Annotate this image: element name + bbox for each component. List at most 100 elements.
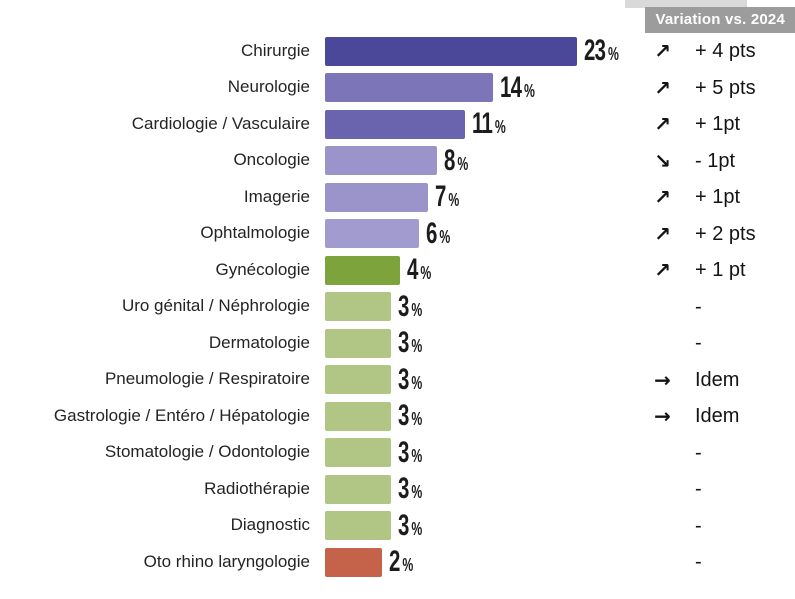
category-bar (325, 438, 391, 468)
category-label: Pneumologie / Respiratoire (104, 369, 310, 389)
category-bar (325, 511, 391, 541)
category-bar (325, 328, 391, 358)
chart-rows: Chirurgie 23% ↗ + 4 pts Neurologie 14% ↗ + 5 pt… (0, 33, 795, 581)
value-label: 3% (398, 362, 423, 396)
percent-sign: % (524, 80, 535, 101)
variation-text: - (695, 551, 702, 574)
percent-sign: % (608, 44, 619, 65)
variation-text: Idem (695, 368, 740, 391)
trend-flat-arrow-icon: → (654, 404, 671, 429)
bar-zone: 6% (310, 216, 640, 250)
chart-row: Gynécologie 4% ↗ + 1 pt (0, 252, 795, 289)
value-label: 7% (435, 182, 459, 212)
bar-zone: 3% (310, 508, 640, 542)
variation-text: - (695, 514, 702, 537)
chart-row: Oncologie 8% ↘ - 1pt (0, 143, 795, 180)
bar-zone: 7% (310, 182, 640, 212)
trend-up-arrow-icon: ↗ (654, 75, 671, 100)
value-number: 3 (398, 362, 409, 396)
bar-zone: 3% (310, 401, 640, 431)
bar-zone: 2% (310, 545, 640, 579)
variation-legend-badge: Variation vs. 2024 (645, 7, 795, 33)
bar-zone: 4% (310, 255, 640, 285)
value-number: 2 (389, 545, 400, 579)
chart-row: Uro génital / Néphrologie 3% - (0, 289, 795, 326)
category-bar (325, 146, 437, 176)
value-label: 6% (426, 216, 451, 250)
percent-sign: % (411, 445, 423, 466)
value-label: 8% (444, 143, 468, 177)
bar-zone: 23% (310, 36, 640, 66)
category-label: Diagnostic (230, 515, 310, 535)
category-label: Oncologie (233, 150, 310, 170)
bar-zone: 3% (310, 362, 640, 396)
variation-text: - (695, 332, 702, 355)
category-bar (325, 365, 391, 395)
bar-zone: 3% (310, 435, 640, 469)
chart-row: Stomatologie / Odontologie 3% - (0, 435, 795, 472)
chart-row: Gastrologie / Entéro / Hépatologie 3% → Ide… (0, 398, 795, 435)
category-label: Imagerie (243, 186, 310, 206)
chart-row: Diagnostic 3% - (0, 508, 795, 545)
variation-text: + 2 pts (695, 222, 756, 245)
value-label: 3% (398, 508, 422, 542)
cropped-top-strip (625, 0, 747, 8)
bar-zone: 14% (310, 70, 640, 104)
category-bar (325, 109, 465, 139)
category-label: Chirurgie (241, 40, 310, 60)
value-number: 3 (398, 326, 409, 360)
bar-zone: 8% (310, 143, 640, 177)
percent-sign: % (411, 372, 423, 393)
variation-text: + 1 pt (695, 259, 746, 282)
trend-flat-arrow-icon: → (654, 367, 671, 392)
percent-sign: % (411, 482, 423, 503)
chart-row: Pneumologie / Respiratoire 3% → Idem (0, 362, 795, 399)
value-number: 14 (500, 70, 522, 104)
trend-up-arrow-icon: ↗ (654, 221, 671, 246)
percent-sign: % (494, 117, 506, 138)
value-number: 11 (472, 107, 493, 141)
category-bar (325, 219, 419, 249)
category-label: Uro génital / Néphrologie (121, 296, 310, 316)
bar-zone: 3% (310, 474, 640, 504)
chart-row: Neurologie 14% ↗ + 5 pts (0, 70, 795, 107)
bar-zone: 3% (310, 326, 640, 360)
value-number: 3 (398, 472, 409, 506)
value-number: 6 (426, 216, 437, 250)
category-label: Neurologie (227, 77, 310, 97)
value-number: 4 (407, 253, 418, 287)
percent-sign: % (411, 409, 423, 430)
chart-row: Radiothérapie 3% - (0, 471, 795, 508)
value-label: 4% (407, 255, 431, 285)
bar-zone: 3% (310, 289, 640, 323)
value-number: 3 (398, 508, 409, 542)
percent-sign: % (411, 299, 423, 320)
percent-sign: % (439, 226, 451, 247)
value-label: 3% (398, 401, 422, 431)
variation-text: Idem (695, 405, 740, 428)
value-label: 11% (472, 109, 506, 139)
chart-row: Oto rhino laryngologie 2% - (0, 544, 795, 581)
percent-sign: % (411, 336, 423, 357)
percent-sign: % (420, 263, 432, 284)
category-bar (325, 36, 577, 66)
category-label: Gynécologie (215, 259, 310, 279)
category-label: Stomatologie / Odontologie (104, 442, 310, 462)
category-label: Cardiologie / Vasculaire (131, 113, 310, 133)
value-number: 8 (444, 143, 455, 177)
value-number: 3 (398, 289, 409, 323)
category-label: Ophtalmologie (200, 223, 310, 243)
category-label: Oto rhino laryngologie (143, 551, 310, 571)
category-bar (325, 255, 400, 285)
variation-text: - (695, 478, 702, 501)
value-label: 23% (584, 36, 619, 66)
category-label: Gastrologie / Entéro / Hépatologie (53, 405, 310, 425)
chart-row: Dermatologie 3% - (0, 325, 795, 362)
chart-row: Ophtalmologie 6% ↗ + 2 pts (0, 216, 795, 253)
value-number: 23 (584, 34, 606, 68)
variation-text: - (695, 441, 702, 464)
value-label: 3% (398, 474, 422, 504)
category-bar (325, 182, 428, 212)
value-number: 3 (398, 435, 409, 469)
